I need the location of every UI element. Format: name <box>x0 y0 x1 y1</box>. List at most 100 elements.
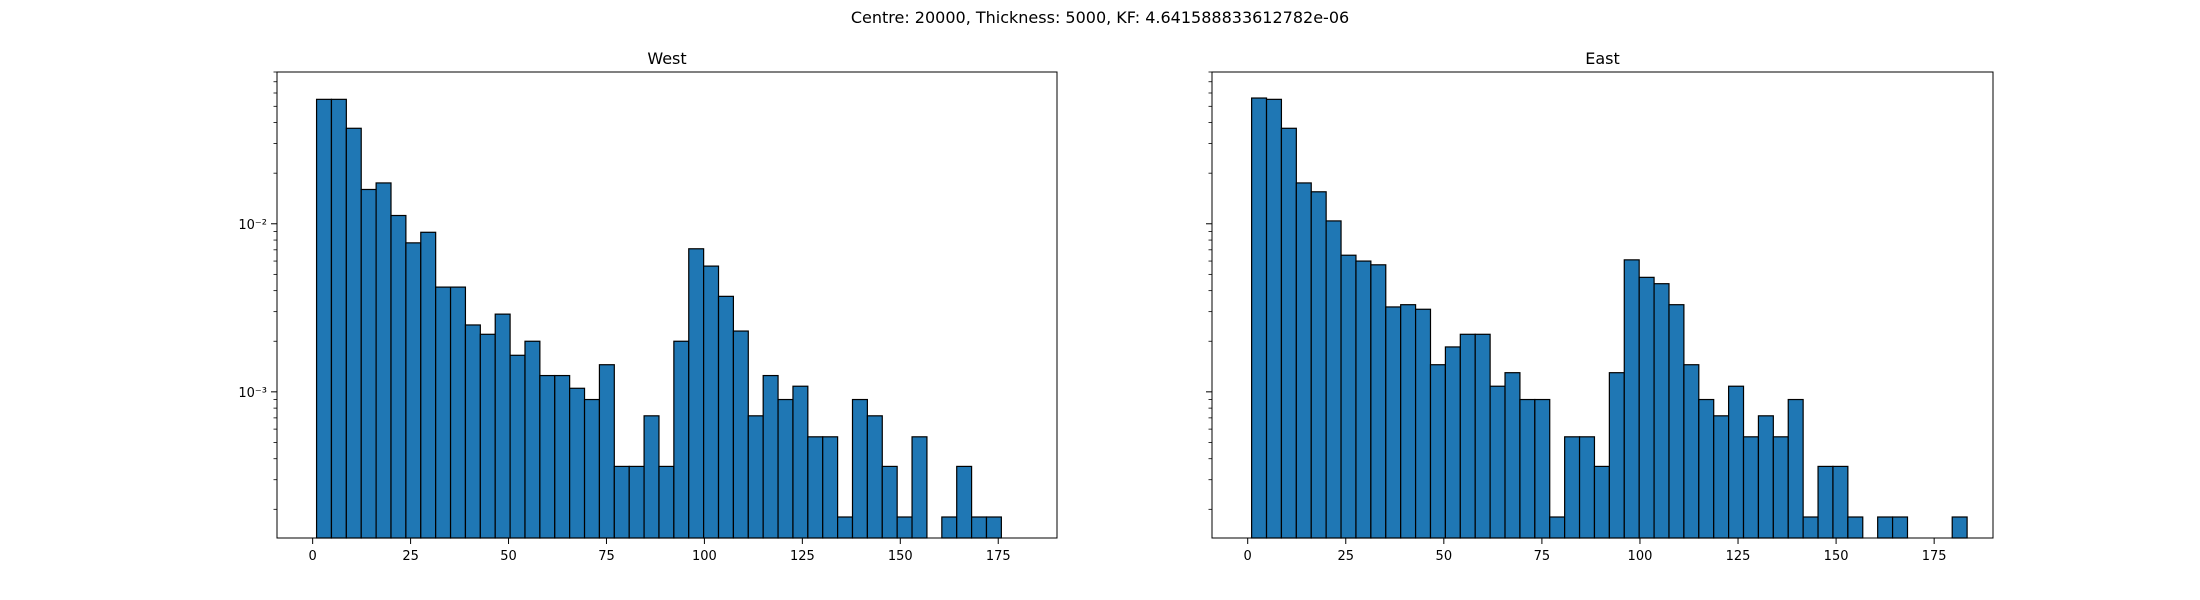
histogram-bar <box>703 265 720 539</box>
histogram-bar <box>1429 364 1446 539</box>
histogram-bar <box>360 188 377 539</box>
x-tick-label: 25 <box>1337 549 1354 564</box>
histogram-bar <box>1847 516 1864 539</box>
histogram-bar <box>628 465 645 539</box>
histogram-bar <box>1728 385 1745 539</box>
histogram-bar <box>1504 372 1521 539</box>
x-tick-label: 175 <box>1922 549 1947 564</box>
histogram-bar <box>330 98 347 539</box>
x-tick-label: 100 <box>1628 549 1653 564</box>
histogram-bar <box>866 415 883 539</box>
x-tick-label: 75 <box>1534 549 1551 564</box>
histogram-bar <box>509 354 526 539</box>
histogram-bar <box>1355 260 1372 539</box>
histogram-bar <box>524 340 541 539</box>
histogram-bar <box>1310 191 1327 539</box>
x-tick-label: 100 <box>692 549 717 564</box>
east-histogram-panel: East 0 25 50 75 100 125 150 175 <box>1206 49 1994 564</box>
histogram-bar <box>1653 283 1670 539</box>
histogram-bar <box>717 295 735 539</box>
histogram-bar <box>1474 333 1491 539</box>
x-tick-label: 50 <box>500 549 517 564</box>
histogram-bar <box>479 333 496 539</box>
histogram-bar <box>1400 304 1417 539</box>
histogram-bar <box>390 214 407 539</box>
histogram-bar <box>1757 415 1774 539</box>
histogram-bar <box>1295 182 1312 539</box>
histogram-bar <box>539 374 556 539</box>
histogram-bar <box>405 242 422 539</box>
histogram-bar <box>1832 465 1849 539</box>
histogram-bar <box>1251 97 1268 539</box>
histogram-bar <box>1519 398 1536 539</box>
x-tick-label: 75 <box>598 549 615 564</box>
histogram-bar <box>777 398 794 539</box>
histogram-bar <box>315 98 333 539</box>
histogram-bar <box>1325 220 1342 539</box>
histogram-bar <box>673 340 690 539</box>
figure-suptitle: Centre: 20000, Thickness: 5000, KF: 4.64… <box>850 8 1350 27</box>
x-tick-label: 150 <box>888 549 913 564</box>
histogram-bar <box>1459 333 1476 539</box>
histogram-bar <box>822 436 839 539</box>
histogram-bar <box>807 436 824 539</box>
histogram-bar <box>1489 385 1506 539</box>
histogram-bar <box>1742 436 1760 539</box>
x-tick-label: 125 <box>1726 549 1751 564</box>
histogram-bar <box>1414 308 1432 539</box>
histogram-bar <box>1265 98 1283 539</box>
west-histogram-panel: West 0 25 50 75 100 125 150 175 10⁻³ 10⁻² <box>238 49 1058 564</box>
histogram-bar <box>970 516 988 539</box>
histogram-bar <box>747 415 764 539</box>
histogram-bar <box>1802 516 1819 539</box>
histogram-bar <box>583 398 601 539</box>
histogram-bar <box>1370 264 1387 539</box>
histogram-bar <box>569 387 586 539</box>
histogram-bar <box>1578 436 1596 539</box>
histogram-bar <box>1787 398 1804 539</box>
histogram-bar <box>851 398 868 539</box>
histogram-bar <box>1772 436 1789 539</box>
histogram-bar <box>1534 398 1551 539</box>
histogram-bar <box>1385 306 1402 539</box>
x-tick-label: 175 <box>986 549 1011 564</box>
axes-frame <box>1211 71 1994 539</box>
x-tick-label: 0 <box>1244 549 1252 564</box>
histogram-bar <box>792 385 809 539</box>
histogram-bar <box>956 465 973 539</box>
histogram-bar <box>1877 516 1894 539</box>
histogram-bar <box>1951 516 1968 539</box>
histogram-bar <box>837 516 854 539</box>
histogram-bar <box>1444 346 1461 539</box>
histogram-bar <box>1608 372 1625 539</box>
histogram-bar <box>1668 304 1685 539</box>
axes-frame <box>276 71 1058 539</box>
histogram-bar <box>1280 127 1297 539</box>
histogram-bar <box>375 182 392 539</box>
y-tick-label: 10⁻² <box>238 218 267 233</box>
histogram-bar <box>1564 436 1581 539</box>
x-tick-label: 0 <box>309 549 317 564</box>
x-tick-label: 150 <box>1824 549 1849 564</box>
histogram-bar <box>598 364 615 539</box>
histogram-bar <box>1638 276 1655 539</box>
histogram-bar <box>613 465 630 539</box>
histogram-bar <box>911 436 928 539</box>
x-tick-label: 125 <box>790 549 815 564</box>
histogram-bar <box>1340 254 1357 539</box>
histogram-bar <box>1593 465 1610 539</box>
histogram-bar <box>449 286 467 539</box>
x-tick-label: 50 <box>1436 549 1453 564</box>
x-tick-label: 25 <box>402 549 419 564</box>
histogram-bar <box>1623 259 1640 539</box>
histogram-bar <box>554 374 571 539</box>
histogram-bar <box>732 330 749 539</box>
panel-title: East <box>1585 49 1620 68</box>
histogram-bar <box>420 231 437 539</box>
histogram-bar <box>762 374 779 539</box>
histogram-bar <box>345 127 362 539</box>
panel-title: West <box>647 49 686 68</box>
histogram-bar <box>1683 364 1700 539</box>
y-tick-label: 10⁻³ <box>238 386 267 401</box>
